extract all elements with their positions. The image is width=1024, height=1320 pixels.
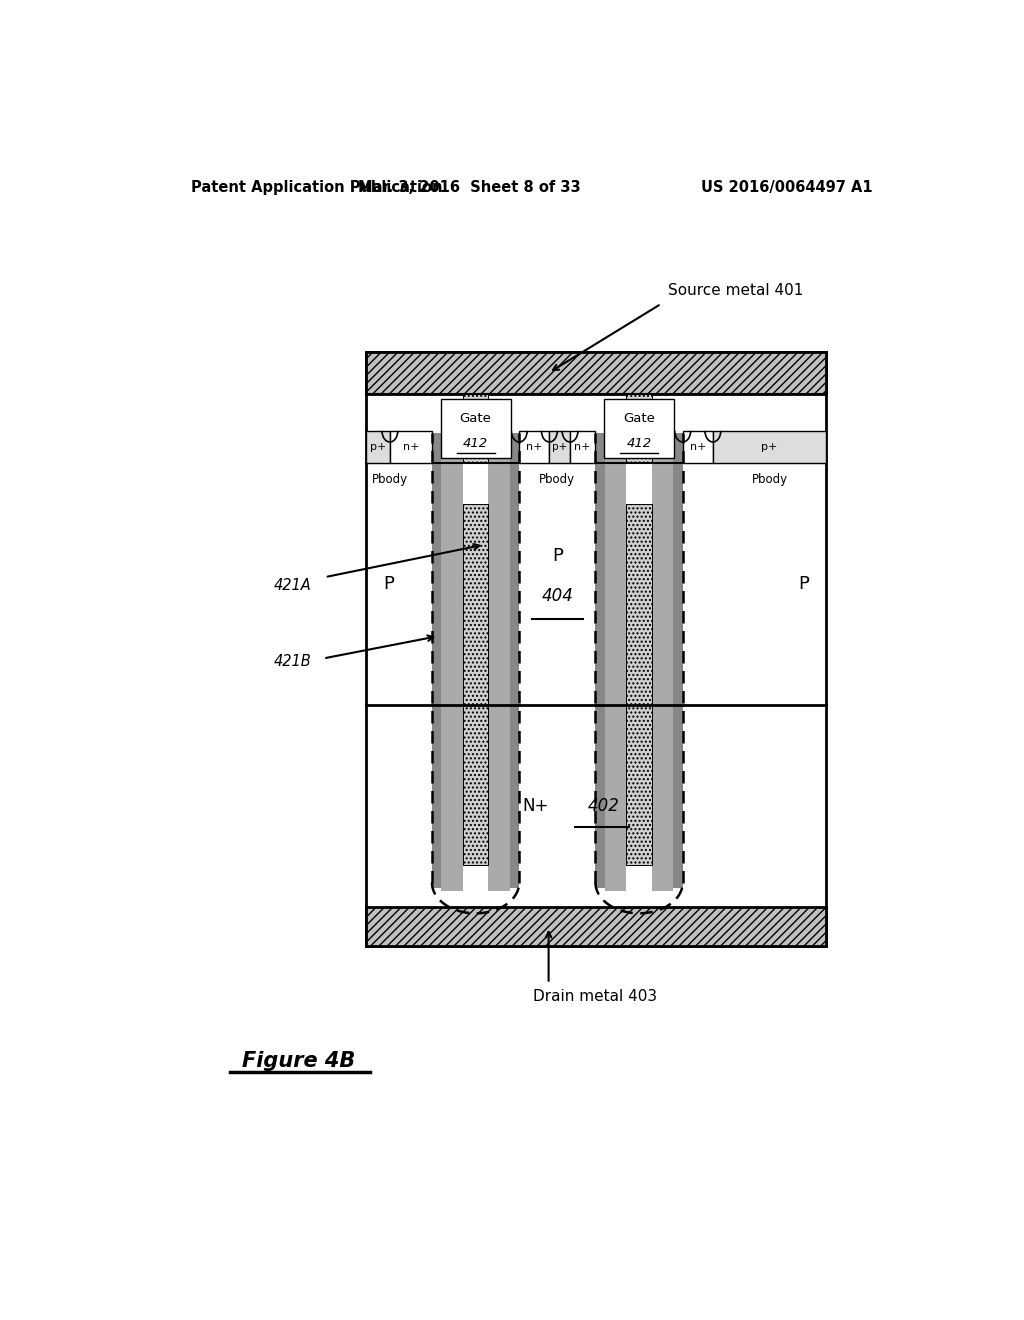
Text: 421B: 421B bbox=[274, 653, 312, 669]
Text: 412: 412 bbox=[463, 437, 488, 450]
Bar bbox=[683, 430, 713, 463]
Bar bbox=[432, 433, 519, 880]
Bar bbox=[595, 433, 683, 880]
Text: P: P bbox=[799, 576, 810, 593]
Text: p+: p+ bbox=[370, 442, 386, 451]
Text: n+: n+ bbox=[526, 442, 543, 451]
Text: P: P bbox=[383, 576, 394, 593]
Text: US 2016/0064497 A1: US 2016/0064497 A1 bbox=[700, 181, 872, 195]
Bar bbox=[440, 400, 511, 458]
Text: Gate: Gate bbox=[624, 412, 655, 425]
Text: Gate: Gate bbox=[460, 412, 492, 425]
Bar bbox=[367, 351, 826, 946]
Bar bbox=[595, 433, 605, 888]
Text: p+: p+ bbox=[762, 442, 778, 451]
Bar bbox=[510, 433, 519, 888]
Bar bbox=[519, 430, 550, 463]
Text: Figure 4B: Figure 4B bbox=[242, 1051, 355, 1071]
Text: n+: n+ bbox=[402, 442, 419, 451]
Bar bbox=[627, 504, 652, 865]
Bar bbox=[367, 430, 390, 463]
Bar bbox=[367, 907, 826, 946]
Text: Patent Application Publication: Patent Application Publication bbox=[191, 181, 443, 195]
Bar bbox=[390, 430, 432, 463]
Bar bbox=[570, 430, 595, 463]
Text: n+: n+ bbox=[574, 442, 591, 451]
Text: P: P bbox=[552, 546, 563, 565]
Bar bbox=[441, 433, 463, 891]
Text: p+: p+ bbox=[552, 442, 567, 451]
Text: Drain metal 403: Drain metal 403 bbox=[532, 990, 656, 1005]
Bar bbox=[432, 433, 441, 888]
Bar bbox=[367, 351, 826, 395]
Bar bbox=[627, 395, 652, 463]
Text: 404: 404 bbox=[542, 587, 573, 606]
Bar bbox=[605, 433, 627, 891]
Text: Mar. 3, 2016  Sheet 8 of 33: Mar. 3, 2016 Sheet 8 of 33 bbox=[358, 181, 581, 195]
Bar bbox=[463, 395, 488, 463]
Text: 402: 402 bbox=[588, 797, 620, 816]
Text: Pbody: Pbody bbox=[372, 474, 408, 487]
Text: 421A: 421A bbox=[274, 578, 312, 593]
Text: Pbody: Pbody bbox=[752, 474, 787, 487]
Text: n+: n+ bbox=[689, 442, 707, 451]
Text: Source metal 401: Source metal 401 bbox=[668, 282, 803, 298]
Text: N+: N+ bbox=[522, 797, 548, 816]
Bar bbox=[713, 430, 826, 463]
Text: Pbody: Pbody bbox=[540, 474, 575, 487]
Bar bbox=[463, 504, 488, 865]
Text: 412: 412 bbox=[627, 437, 651, 450]
Bar bbox=[652, 433, 673, 891]
Bar bbox=[550, 430, 570, 463]
Bar bbox=[673, 433, 683, 888]
Bar bbox=[488, 433, 510, 891]
Bar bbox=[604, 400, 674, 458]
